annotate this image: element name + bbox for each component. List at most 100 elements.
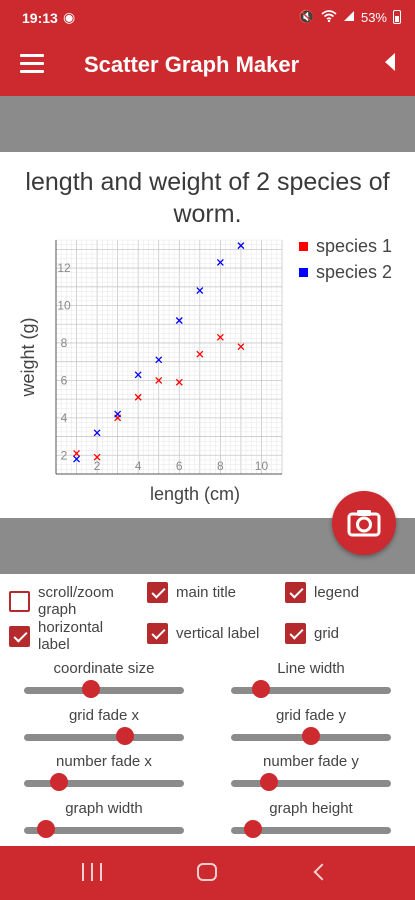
slider-label: graph height	[269, 800, 353, 817]
slider-label: grid fade y	[275, 707, 347, 724]
checkbox-box[interactable]	[285, 623, 306, 644]
app-title: Scatter Graph Maker	[84, 52, 300, 77]
graph-width-slider[interactable]	[24, 820, 184, 840]
data-point	[196, 350, 204, 358]
signal-icon	[343, 10, 355, 25]
mute-icon: 🔇	[298, 9, 315, 24]
data-point	[93, 429, 101, 437]
wifi-icon	[321, 9, 337, 25]
camera-icon	[347, 510, 381, 537]
menu-icon[interactable]	[20, 54, 44, 74]
globe-icon: ◉	[63, 9, 76, 25]
slider-label: grid fade x	[68, 707, 140, 724]
checkbox-label: grid	[314, 625, 340, 642]
checkbox-label: horizontal label	[38, 619, 104, 653]
slider-label: coordinate size	[53, 660, 155, 677]
checkbox-box[interactable]	[147, 623, 168, 644]
checkbox-box[interactable]	[147, 582, 168, 603]
legend-swatch	[299, 242, 308, 251]
checkbox-label: main title	[176, 584, 237, 601]
slider-label: number fade x	[56, 753, 152, 770]
y-tick-label: 8	[61, 336, 68, 350]
number-fade-x-slider[interactable]	[24, 773, 184, 793]
app-bar: Scatter Graph Maker	[0, 34, 415, 96]
data-point	[196, 287, 204, 295]
slider-thumb[interactable]	[82, 680, 101, 698]
slider-thumb[interactable]	[252, 680, 271, 698]
checkbox-vertical-label[interactable]: vertical label	[147, 623, 259, 644]
data-point	[73, 455, 81, 463]
grid-fade-y-slider[interactable]	[231, 727, 391, 747]
y-tick-label: 12	[57, 261, 71, 275]
battery-icon	[393, 10, 401, 24]
scatter-plot: 2 4 6 8 10 2 4 6 8 10 12 length (cm) weight (g) speci…	[18, 236, 392, 504]
checkbox-box[interactable]	[9, 590, 30, 612]
slider-thumb[interactable]	[50, 773, 69, 791]
checkbox-main-title[interactable]: main title	[147, 582, 236, 603]
data-point	[175, 378, 183, 386]
slider-label: number fade y	[263, 753, 359, 770]
data-point	[155, 376, 163, 384]
checkbox-horizontal-label[interactable]: horizontal label	[9, 619, 118, 653]
battery-percent: 53%	[360, 9, 387, 25]
graph-height-slider[interactable]	[231, 820, 391, 840]
checkbox-box[interactable]	[9, 625, 30, 647]
back-arrow-icon[interactable]	[385, 53, 395, 71]
home-icon[interactable]	[197, 863, 217, 881]
line-width-slider[interactable]	[231, 680, 391, 700]
checkbox-legend[interactable]: legend	[285, 582, 359, 603]
nav-back-icon[interactable]	[313, 863, 331, 881]
x-tick-label: 6	[176, 459, 183, 473]
legend-swatch	[299, 268, 308, 277]
slider-thumb[interactable]	[115, 727, 134, 745]
checkbox-grid[interactable]: grid	[285, 623, 339, 644]
x-tick-label: 10	[255, 459, 269, 473]
number-fade-y-slider[interactable]	[231, 773, 391, 793]
checkbox-label: legend	[314, 584, 360, 601]
slider-label: graph width	[65, 800, 143, 817]
status-time: 19:13	[22, 10, 58, 26]
checkbox-box[interactable]	[285, 582, 306, 603]
chart-area: length and weight of 2 species of worm. …	[0, 152, 415, 518]
data-point	[114, 410, 122, 418]
data-point	[237, 242, 245, 250]
grid-fade-x-slider[interactable]	[24, 727, 184, 747]
camera-button[interactable]	[332, 491, 396, 555]
data-point	[155, 356, 163, 364]
system-nav-bar	[0, 846, 415, 900]
data-point	[175, 317, 183, 324]
data-point	[237, 343, 245, 351]
slider-thumb[interactable]	[302, 727, 320, 745]
checkbox-label: scroll/zoom graph	[38, 584, 114, 618]
status-bar: 19:13 ◉ 🔇 53%	[0, 0, 415, 34]
y-tick-label: 2	[61, 448, 68, 462]
x-tick-label: 2	[94, 459, 101, 473]
slider-thumb[interactable]	[260, 773, 279, 791]
data-point	[216, 333, 224, 341]
recent-apps-icon[interactable]	[82, 863, 102, 881]
y-axis-label: weight (g)	[18, 317, 38, 397]
status-icons: 🔇 53%	[299, 9, 401, 25]
y-tick-label: 6	[61, 373, 68, 387]
slider-thumb[interactable]	[37, 820, 56, 838]
data-point	[134, 371, 142, 379]
chart-title: length and weight of 2 species of worm.	[25, 168, 390, 228]
data-point	[216, 259, 224, 266]
checkbox-label: vertical label	[176, 625, 260, 642]
coordinate-size-slider[interactable]	[24, 680, 184, 700]
legend-entry: species 1	[316, 236, 392, 256]
legend-entry: species 2	[316, 262, 392, 282]
x-tick-label: 4	[135, 459, 142, 473]
slider-label: Line width	[277, 660, 345, 677]
x-axis-label: length (cm)	[150, 484, 240, 504]
checkbox-scroll-zoom[interactable]: scroll/zoom graph	[9, 584, 128, 618]
slider-thumb[interactable]	[244, 820, 263, 838]
top-grey-band	[0, 96, 415, 152]
x-tick-label: 8	[217, 459, 224, 473]
data-point	[93, 453, 101, 461]
data-point	[134, 393, 142, 401]
data-point	[73, 449, 81, 457]
y-tick-label: 10	[57, 299, 71, 313]
y-tick-label: 4	[61, 411, 68, 425]
